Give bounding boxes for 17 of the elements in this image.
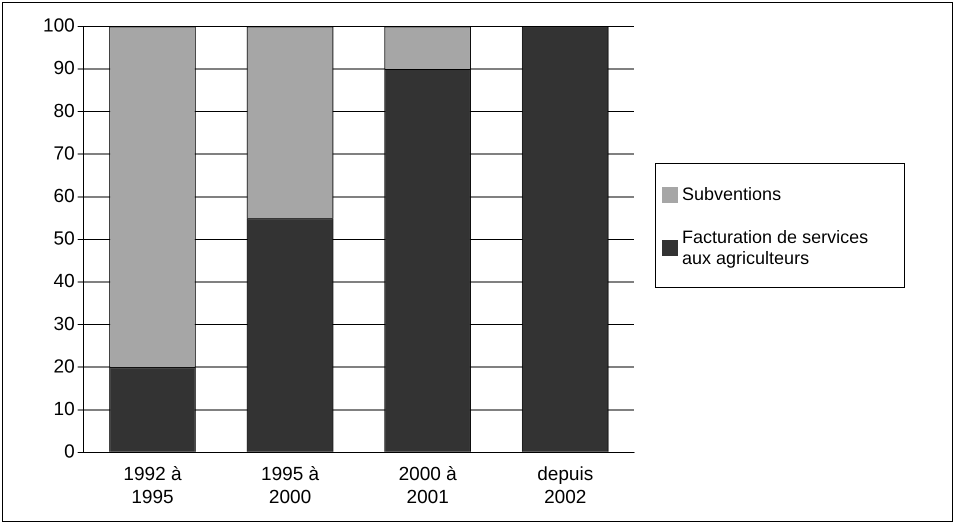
y-tick-label: 0 <box>64 442 75 463</box>
y-tick-label: 10 <box>54 399 75 420</box>
y-tick-label: 100 <box>43 16 75 37</box>
y-tick-label: 60 <box>54 186 75 208</box>
x-tick-label: 2000 à 2001 <box>398 464 458 508</box>
x-tick-label: 1992 à 1995 <box>123 464 182 508</box>
y-tick-label: 90 <box>54 58 75 80</box>
y-tick-label: 20 <box>54 356 75 378</box>
y-tick-label: 80 <box>54 100 75 122</box>
y-tick-label: 70 <box>54 143 75 164</box>
y-tick-label: 50 <box>54 228 75 250</box>
x-tick-label: depuis 2002 <box>537 464 594 508</box>
x-tick-label: 1995 à 2000 <box>261 464 320 508</box>
legend-label: Facturation de services aux agriculteurs <box>682 227 870 269</box>
y-tick-label: 40 <box>54 271 75 292</box>
y-tick-label: 30 <box>54 314 75 335</box>
legend-label: Subventions <box>682 184 782 205</box>
